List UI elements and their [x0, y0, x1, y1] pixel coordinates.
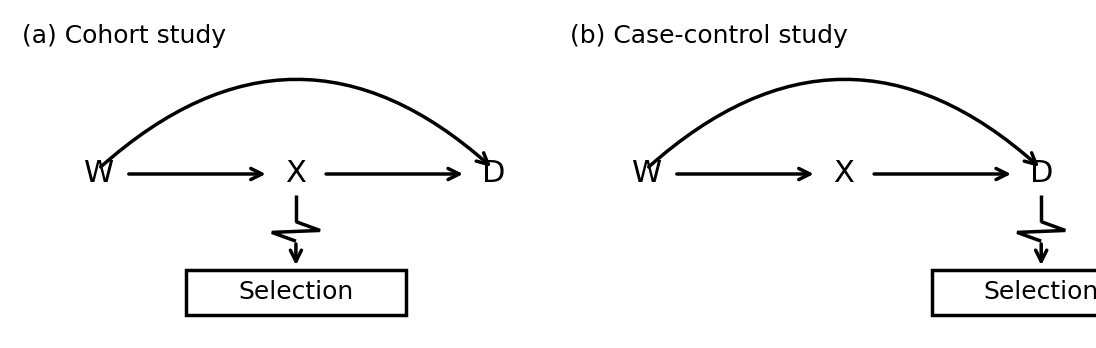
Text: D: D	[481, 159, 505, 189]
Text: W: W	[83, 159, 114, 189]
Text: Selection: Selection	[983, 280, 1096, 304]
Text: (b) Case-control study: (b) Case-control study	[570, 24, 847, 48]
Text: X: X	[285, 159, 307, 189]
FancyBboxPatch shape	[186, 270, 406, 315]
Text: (a) Cohort study: (a) Cohort study	[22, 24, 226, 48]
Text: D: D	[1029, 159, 1053, 189]
Text: W: W	[631, 159, 662, 189]
Text: X: X	[833, 159, 855, 189]
FancyBboxPatch shape	[932, 270, 1096, 315]
Text: Selection: Selection	[238, 280, 354, 304]
